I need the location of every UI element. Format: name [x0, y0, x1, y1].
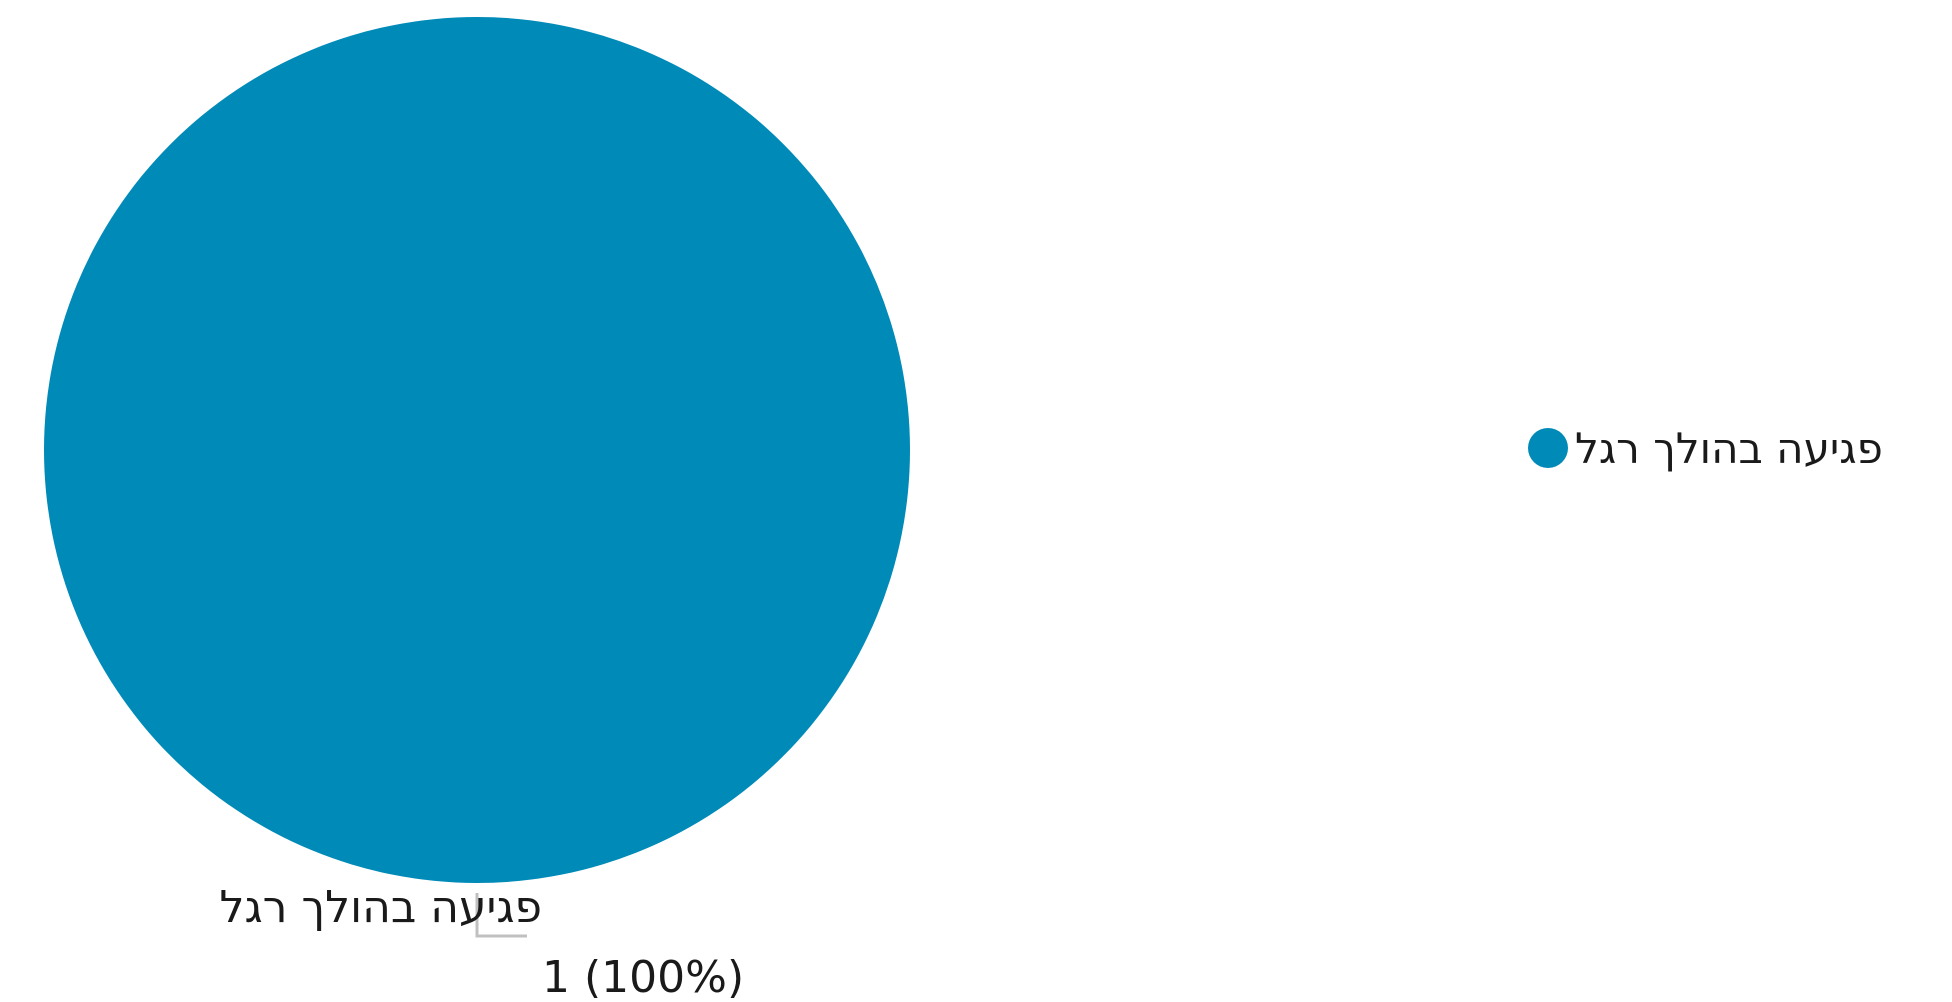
legend-label-0: פגיעה בהולך רגל [1575, 424, 1883, 473]
slice-leader-line-0 [475, 893, 527, 938]
chart-legend: פגיעה בהולך רגל [1528, 424, 1883, 473]
slice-label-category-0: פגיעה בהולך רגל [219, 882, 542, 933]
pie-slices [44, 17, 910, 883]
slice-label-value-0: 1 (100%) [542, 952, 744, 1002]
legend-marker-0 [1528, 428, 1568, 468]
pie-slice-0 [44, 17, 910, 883]
